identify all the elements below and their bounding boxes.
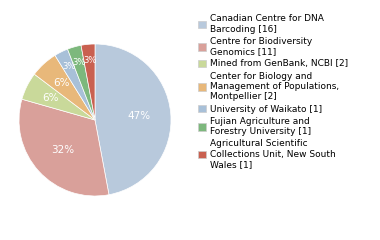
Text: 3%: 3% [72, 59, 86, 67]
Text: 3%: 3% [62, 62, 75, 72]
Wedge shape [22, 74, 95, 120]
Text: 47%: 47% [127, 111, 150, 121]
Text: 32%: 32% [51, 145, 74, 155]
Text: 3%: 3% [83, 56, 96, 66]
Text: 6%: 6% [54, 78, 70, 89]
Wedge shape [55, 49, 95, 120]
Wedge shape [81, 44, 95, 120]
Text: 6%: 6% [43, 93, 59, 103]
Wedge shape [34, 55, 95, 120]
Legend: Canadian Centre for DNA
Barcoding [16], Centre for Biodiversity
Genomics [11], M: Canadian Centre for DNA Barcoding [16], … [198, 14, 348, 169]
Wedge shape [68, 45, 95, 120]
Wedge shape [95, 44, 171, 195]
Wedge shape [19, 99, 109, 196]
